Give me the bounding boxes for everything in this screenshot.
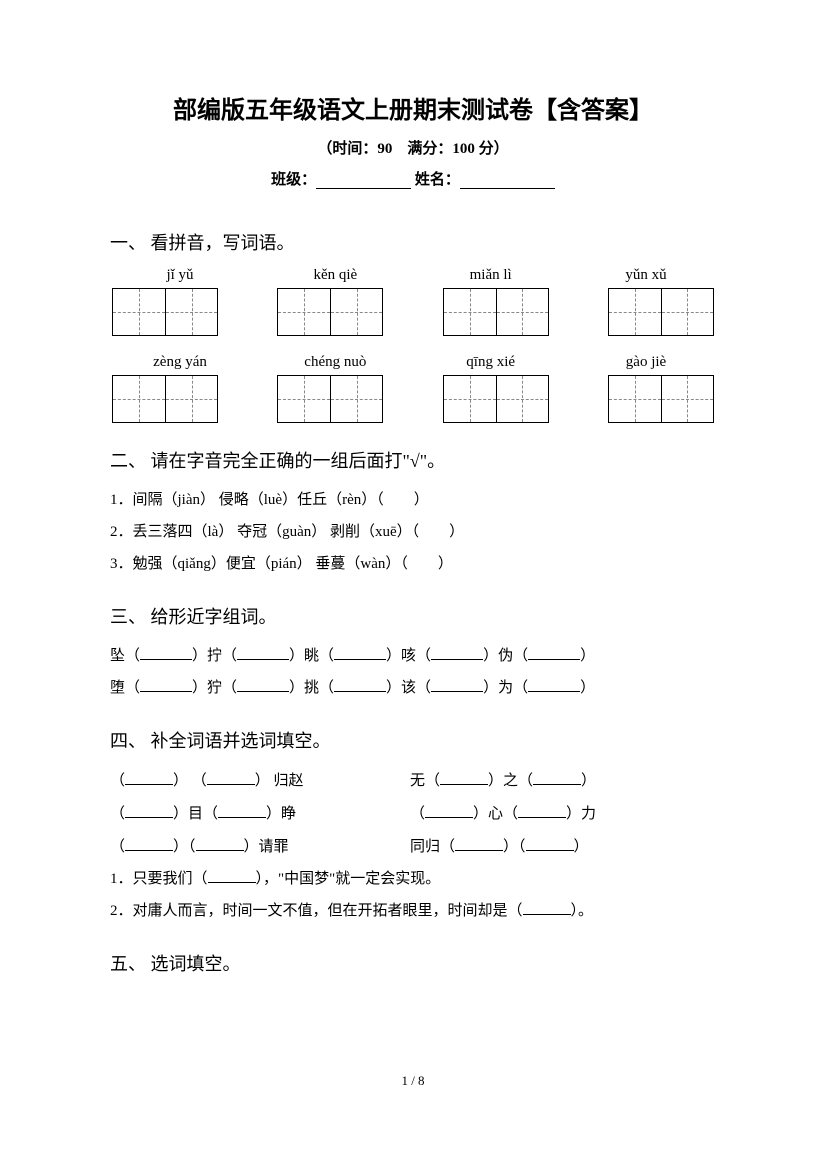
question-3-line1: 坠（）拧（）眺（）咳（）伪（） bbox=[110, 641, 716, 671]
blank[interactable] bbox=[207, 784, 255, 785]
class-blank[interactable] bbox=[316, 188, 411, 189]
section-1-heading: 一、 看拼音，写词语。 bbox=[110, 229, 716, 255]
blank[interactable] bbox=[334, 691, 386, 692]
char-box-pair[interactable] bbox=[608, 375, 714, 423]
char-boxes-row-1 bbox=[110, 288, 716, 336]
pinyin-label: kěn qiè bbox=[270, 267, 400, 284]
name-label: 姓名： bbox=[415, 172, 460, 188]
blank[interactable] bbox=[425, 817, 473, 818]
blank[interactable] bbox=[208, 882, 256, 883]
section-2-heading: 二、 请在字音完全正确的一组后面打"√"。 bbox=[110, 447, 716, 473]
char-box-pair[interactable] bbox=[443, 375, 549, 423]
char-box-pair[interactable] bbox=[443, 288, 549, 336]
name-blank[interactable] bbox=[460, 188, 555, 189]
char-box-pair[interactable] bbox=[608, 288, 714, 336]
blank[interactable] bbox=[140, 691, 192, 692]
blank[interactable] bbox=[518, 817, 566, 818]
blank[interactable] bbox=[237, 691, 289, 692]
char-box-pair[interactable] bbox=[277, 375, 383, 423]
char-box-pair[interactable] bbox=[112, 375, 218, 423]
pinyin-label: chéng nuò bbox=[270, 354, 400, 371]
question-2-1: 1．间隔（jiàn） 侵略（luè）任丘（rèn）（ ） bbox=[110, 485, 716, 515]
blank[interactable] bbox=[528, 691, 580, 692]
blank[interactable] bbox=[431, 691, 483, 692]
document-title: 部编版五年级语文上册期末测试卷【含答案】 bbox=[110, 90, 716, 125]
blank[interactable] bbox=[528, 659, 580, 660]
pinyin-label: yǔn xǔ bbox=[581, 267, 711, 284]
blank[interactable] bbox=[237, 659, 289, 660]
question-2-3: 3．勉强（qiǎng）便宜（pián） 垂蔓（wàn）（ ） bbox=[110, 549, 716, 579]
blank[interactable] bbox=[455, 850, 503, 851]
blank[interactable] bbox=[440, 784, 488, 785]
section-3-heading: 三、 给形近字组词。 bbox=[110, 603, 716, 629]
blank[interactable] bbox=[125, 817, 173, 818]
char-box-pair[interactable] bbox=[277, 288, 383, 336]
question-3-line2: 堕（）狞（）挑（）该（）为（） bbox=[110, 673, 716, 703]
blank[interactable] bbox=[334, 659, 386, 660]
blank[interactable] bbox=[140, 659, 192, 660]
pinyin-label: miǎn lì bbox=[426, 267, 556, 284]
student-info-row: 班级： 姓名： bbox=[110, 168, 716, 189]
question-2-2: 2．丢三落四（là） 夺冠（guàn） 剥削（xuē）（ ） bbox=[110, 517, 716, 547]
pinyin-label: jǐ yǔ bbox=[115, 267, 245, 284]
section-5-heading: 五、 选词填空。 bbox=[110, 950, 716, 976]
q4-row-2: （）目（）睁 （）心（）力 bbox=[110, 798, 716, 831]
blank[interactable] bbox=[196, 850, 244, 851]
q4-row-3: （）（）请罪 同归（）（） bbox=[110, 831, 716, 864]
class-label: 班级： bbox=[271, 172, 316, 188]
pinyin-row-1: jǐ yǔ kěn qiè miǎn lì yǔn xǔ bbox=[110, 267, 716, 284]
pinyin-row-2: zèng yán chéng nuò qīng xié gào jiè bbox=[110, 354, 716, 371]
blank[interactable] bbox=[125, 784, 173, 785]
pinyin-label: gào jiè bbox=[581, 354, 711, 371]
blank[interactable] bbox=[431, 659, 483, 660]
char-box-pair[interactable] bbox=[112, 288, 218, 336]
char-boxes-row-2 bbox=[110, 375, 716, 423]
question-4-1: 1．只要我们（），"中国梦"就一定会实现。 bbox=[110, 864, 716, 894]
question-4-2: 2．对庸人而言，时间一文不值，但在开拓者眼里，时间却是（）。 bbox=[110, 896, 716, 926]
pinyin-label: zèng yán bbox=[115, 354, 245, 371]
blank[interactable] bbox=[218, 817, 266, 818]
section-4-heading: 四、 补全词语并选词填空。 bbox=[110, 727, 716, 753]
blank[interactable] bbox=[125, 850, 173, 851]
page-number: 1 / 8 bbox=[110, 1073, 716, 1089]
blank[interactable] bbox=[533, 784, 581, 785]
blank[interactable] bbox=[523, 914, 571, 915]
pinyin-label: qīng xié bbox=[426, 354, 556, 371]
blank[interactable] bbox=[526, 850, 574, 851]
document-subtitle: （时间：90 满分：100 分） bbox=[110, 137, 716, 158]
q4-row-1: （） （） 归赵 无（）之（） bbox=[110, 765, 716, 798]
